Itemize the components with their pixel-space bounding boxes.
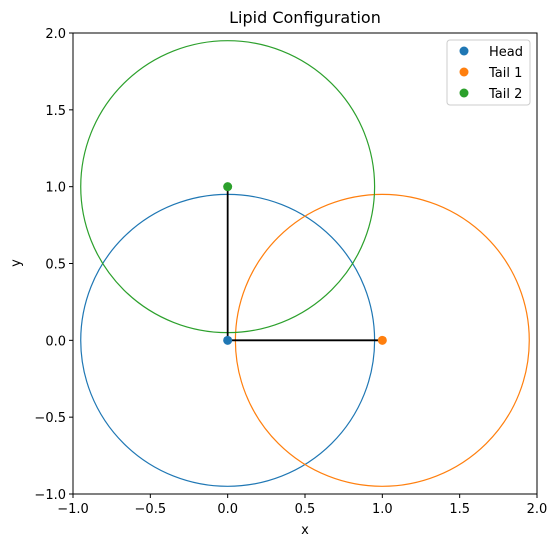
x-tick-label-4: 1.0 <box>372 502 393 517</box>
legend-box <box>446 39 531 106</box>
y-tick-label-5: 1.5 <box>45 104 66 119</box>
legend-marker-2 <box>459 88 469 98</box>
y-tick-label-0: −1.0 <box>34 488 66 503</box>
x-tick-label-0: −1.0 <box>57 502 89 517</box>
x-axis-label: x <box>301 523 309 538</box>
x-tick-label-2: 0.0 <box>217 502 238 517</box>
y-tick-label-1: −0.5 <box>34 411 66 426</box>
y-axis-ticks: −1.0 −0.5 0.0 0.5 1.0 1.5 2.0 <box>34 27 73 503</box>
y-tick-label-3: 0.5 <box>45 258 66 273</box>
plot-area <box>80 40 530 487</box>
y-axis-label: y <box>9 259 24 267</box>
chart-title: Lipid Configuration <box>229 8 381 27</box>
point-2 <box>223 182 233 192</box>
point-0 <box>223 335 233 345</box>
y-tick-label-4: 1.0 <box>45 181 66 196</box>
legend-marker-1 <box>459 67 469 77</box>
legend-label-0: Head <box>489 45 523 60</box>
legend-marker-0 <box>459 46 469 56</box>
legend-label-1: Tail 1 <box>488 66 522 81</box>
x-tick-label-1: −0.5 <box>135 502 167 517</box>
x-tick-label-6: 2.0 <box>527 502 548 517</box>
legend-label-2: Tail 2 <box>488 87 522 102</box>
legend: Head Tail 1 Tail 2 <box>446 39 531 106</box>
x-tick-label-5: 1.5 <box>449 502 470 517</box>
x-axis-ticks: −1.0 −0.5 0.0 0.5 1.0 1.5 2.0 <box>57 494 547 517</box>
y-tick-label-2: 0.0 <box>45 334 66 349</box>
point-1 <box>377 335 387 345</box>
y-tick-label-6: 2.0 <box>45 27 66 42</box>
x-tick-label-3: 0.5 <box>295 502 316 517</box>
